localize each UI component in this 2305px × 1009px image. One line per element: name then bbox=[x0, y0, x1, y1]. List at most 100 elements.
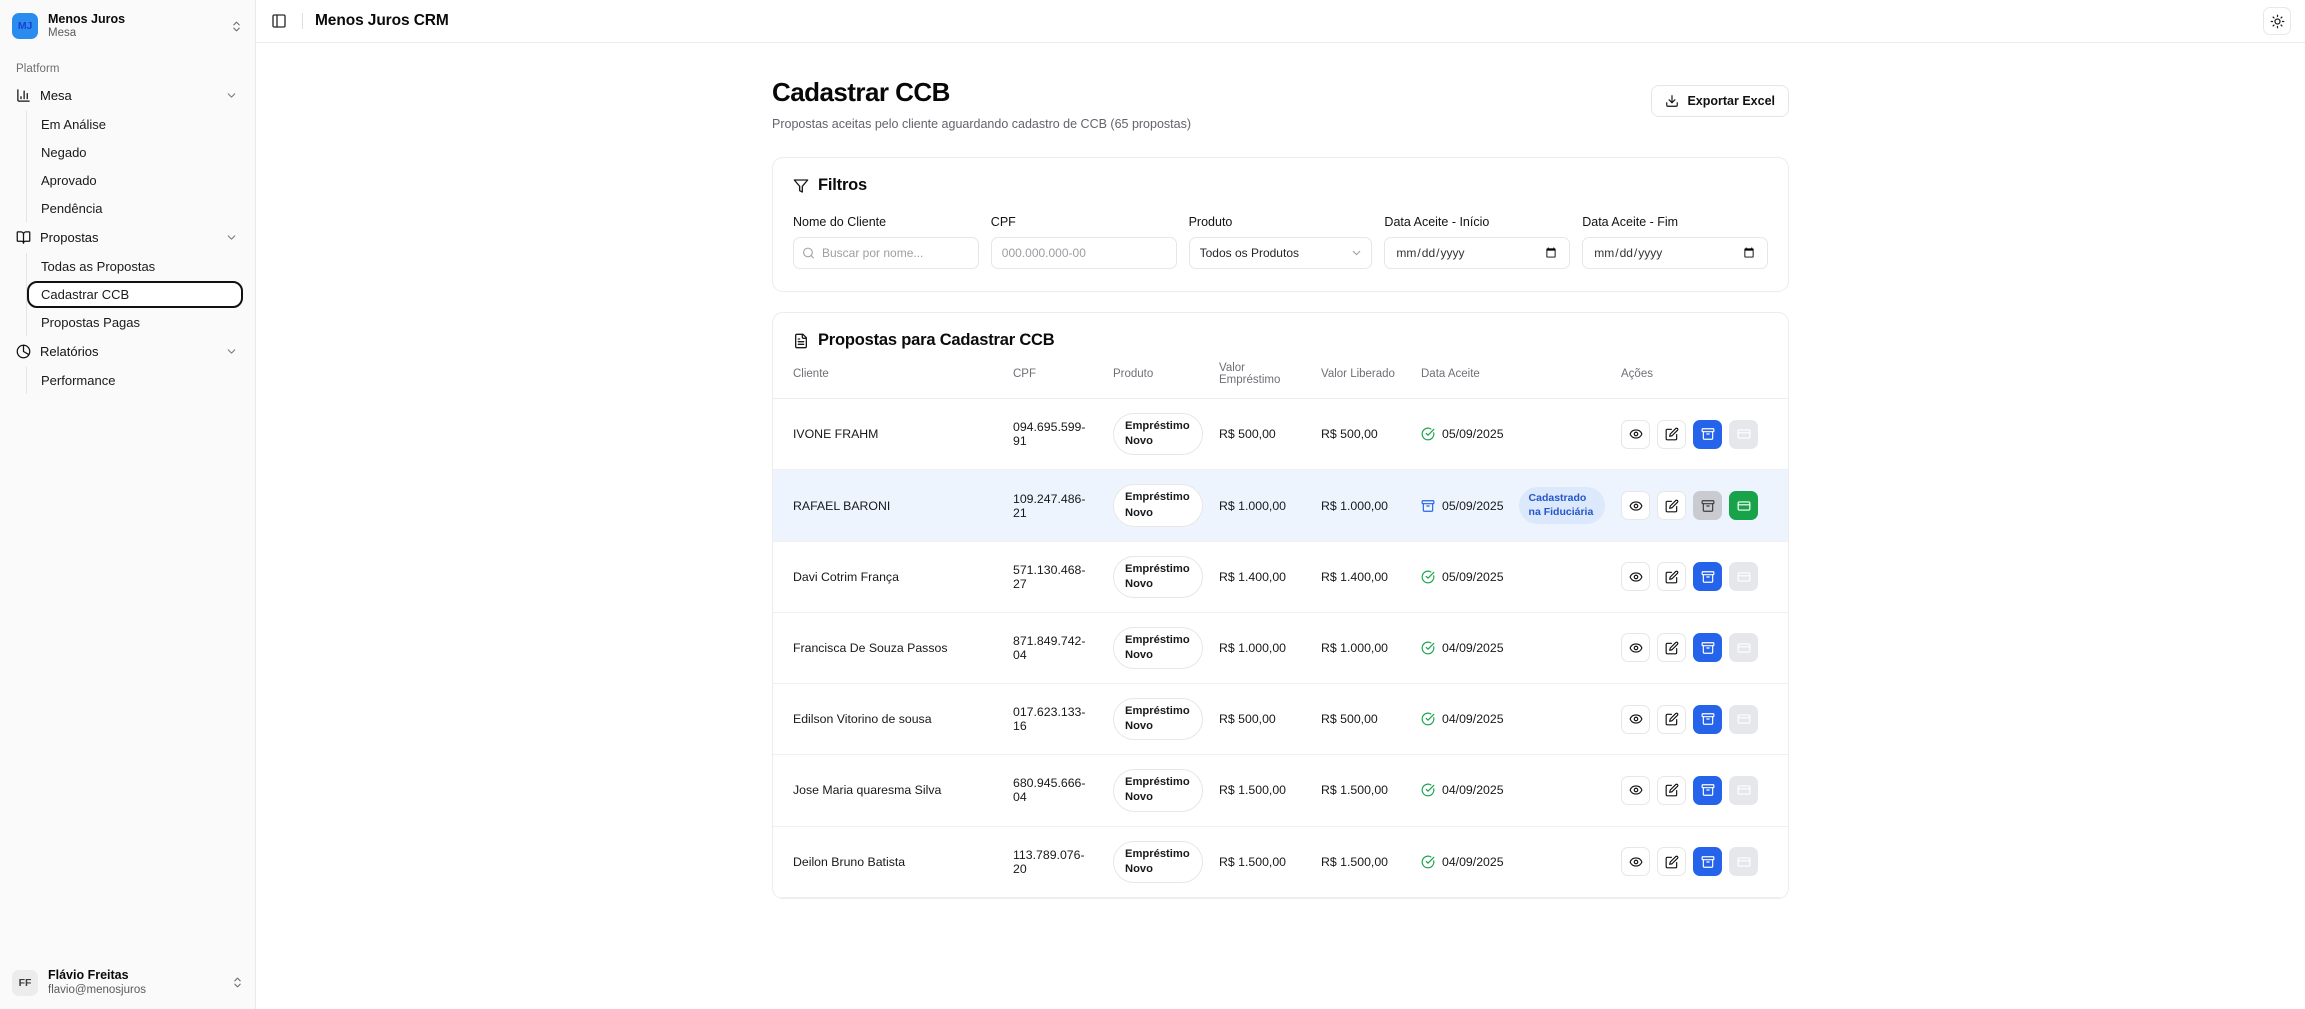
edit-action-button[interactable] bbox=[1657, 704, 1686, 734]
app-title: Menos Juros CRM bbox=[315, 12, 449, 29]
edit-action-button[interactable] bbox=[1657, 633, 1686, 663]
row-actions bbox=[1621, 562, 1770, 592]
eye-action-button[interactable] bbox=[1621, 633, 1650, 663]
eye-action-button[interactable] bbox=[1621, 491, 1650, 521]
filters-title: Filtros bbox=[818, 176, 868, 195]
cell-data-aceite: 04/09/2025 bbox=[1413, 612, 1613, 685]
table-row[interactable]: Deilon Bruno Batista 113.789.076-20 Emprés… bbox=[773, 826, 1788, 898]
org-text: Menos Juros Mesa bbox=[48, 12, 219, 41]
sidebar-group-mesa[interactable]: Mesa bbox=[10, 81, 245, 110]
sidebar-item-em-analise[interactable]: Em Análise bbox=[41, 116, 107, 132]
archive-action-button[interactable] bbox=[1693, 704, 1722, 734]
cell-acoes bbox=[1613, 469, 1788, 542]
cell-cliente: IVONE FRAHM bbox=[773, 398, 1005, 471]
sidebar-item-pendencia[interactable]: Pendência bbox=[41, 200, 103, 216]
export-excel-label: Exportar Excel bbox=[1687, 94, 1775, 108]
sidebar-item-performance[interactable]: Performance bbox=[41, 372, 116, 388]
chevron-up-down-icon bbox=[229, 20, 243, 33]
check-circle-icon bbox=[1421, 570, 1435, 584]
edit-icon bbox=[1665, 570, 1679, 584]
archive-action-button[interactable] bbox=[1693, 419, 1722, 449]
cpf-input[interactable] bbox=[990, 237, 1177, 270]
data-aceite-text: 05/09/2025 bbox=[1442, 498, 1504, 513]
table-row[interactable]: RAFAEL BARONI 109.247.486-21 Empréstimo No… bbox=[773, 469, 1788, 542]
eye-action-button[interactable] bbox=[1621, 562, 1650, 592]
check-circle-icon bbox=[1421, 427, 1435, 441]
data-aceite-fim-input[interactable] bbox=[1582, 237, 1769, 270]
sidebar-item-propostas-pagas[interactable]: Propostas Pagas bbox=[41, 314, 141, 330]
column-header-valor-emprestimo[interactable]: Valor Empréstimo bbox=[1211, 350, 1313, 400]
sidebar-item-cadastrar-ccb[interactable]: Cadastrar CCB bbox=[27, 280, 243, 308]
table-row[interactable]: Francisca De Souza Passos 871.849.742-04 E… bbox=[773, 612, 1788, 685]
archive-icon bbox=[1701, 712, 1715, 726]
edit-action-button[interactable] bbox=[1657, 419, 1686, 449]
export-excel-button[interactable]: Exportar Excel bbox=[1651, 85, 1789, 117]
sidebar-item-aprovado[interactable]: Aprovado bbox=[41, 172, 97, 188]
sun-icon[interactable] bbox=[2263, 7, 2291, 35]
cell-data-aceite: 05/09/2025 bbox=[1413, 541, 1613, 613]
filter-cpf: CPF bbox=[990, 215, 1177, 270]
check-circle-icon bbox=[1421, 783, 1435, 797]
eye-action-button[interactable] bbox=[1621, 775, 1650, 805]
user-menu[interactable]: FF Flávio Freitas flavio@menosjuros bbox=[0, 958, 256, 1009]
cell-valor-emprestimo: R$ 1.000,00 bbox=[1211, 612, 1313, 685]
produto-select[interactable]: Todos os Produtos bbox=[1188, 237, 1373, 270]
sidebar-nav: Platform Mesa Em Análise Negado Aprovado… bbox=[0, 51, 255, 1009]
eye-icon bbox=[1629, 783, 1643, 797]
cell-acoes bbox=[1613, 398, 1788, 471]
column-header-data-aceite[interactable]: Data Aceite bbox=[1413, 350, 1613, 400]
cell-acoes bbox=[1613, 826, 1788, 898]
avatar: FF bbox=[12, 969, 38, 996]
data-aceite-text: 04/09/2025 bbox=[1442, 640, 1504, 655]
filter-nome-cliente-label: Nome do Cliente bbox=[793, 215, 887, 230]
filter-nome-cliente: Nome do Cliente bbox=[793, 215, 979, 270]
archive-action-button[interactable] bbox=[1693, 847, 1722, 877]
cell-valor-emprestimo: R$ 500,00 bbox=[1211, 398, 1313, 471]
eye-action-button[interactable] bbox=[1621, 847, 1650, 877]
edit-action-button[interactable] bbox=[1657, 491, 1686, 521]
search-input[interactable] bbox=[793, 237, 979, 270]
panel-left-icon[interactable] bbox=[268, 10, 290, 32]
cell-produto: Empréstimo Novo bbox=[1105, 541, 1211, 613]
edit-action-button[interactable] bbox=[1657, 847, 1686, 877]
sidebar-item-negado[interactable]: Negado bbox=[41, 144, 87, 160]
download-icon bbox=[1665, 94, 1679, 108]
check-circle-icon bbox=[1421, 712, 1435, 726]
column-header-valor-liberado[interactable]: Valor Liberado bbox=[1313, 350, 1413, 400]
archive-action-button[interactable] bbox=[1693, 633, 1722, 663]
archive-action-button[interactable] bbox=[1693, 491, 1722, 521]
produto-badge: Empréstimo Novo bbox=[1113, 626, 1203, 670]
cell-cpf: 109.247.486-21 bbox=[1005, 469, 1105, 542]
eye-action-button[interactable] bbox=[1621, 704, 1650, 734]
table-header-row: Cliente CPF Produto Valor Empréstimo Val… bbox=[773, 350, 1788, 400]
edit-action-button[interactable] bbox=[1657, 562, 1686, 592]
edit-action-button[interactable] bbox=[1657, 775, 1686, 805]
sidebar-sublist-propostas: Todas as Propostas Cadastrar CCB Propost… bbox=[26, 252, 245, 336]
table-row[interactable]: IVONE FRAHM 094.695.599-91 Empréstimo Novo… bbox=[773, 398, 1788, 471]
credit-card-action-button[interactable] bbox=[1729, 491, 1758, 521]
cell-data-aceite: 05/09/2025 bbox=[1413, 398, 1613, 471]
column-header-cpf[interactable]: CPF bbox=[1005, 350, 1105, 400]
column-header-produto[interactable]: Produto bbox=[1105, 350, 1211, 400]
eye-action-button[interactable] bbox=[1621, 419, 1650, 449]
cell-cliente: Deilon Bruno Batista bbox=[773, 826, 1005, 898]
archive-action-button[interactable] bbox=[1693, 562, 1722, 592]
sidebar-group-propostas[interactable]: Propostas bbox=[10, 223, 245, 252]
data-aceite-inicio-input[interactable] bbox=[1384, 237, 1571, 270]
credit-card-icon bbox=[1737, 783, 1751, 797]
column-header-cliente[interactable]: Cliente bbox=[773, 350, 1005, 400]
table-row[interactable]: Jose Maria quaresma Silva 680.945.666-04 E… bbox=[773, 754, 1788, 827]
org-switcher[interactable]: MJ Menos Juros Mesa bbox=[0, 0, 255, 51]
eye-icon bbox=[1629, 427, 1643, 441]
data-aceite-text: 04/09/2025 bbox=[1442, 854, 1504, 869]
cell-cpf: 571.130.468-27 bbox=[1005, 541, 1105, 613]
table-header: Cliente CPF Produto Valor Empréstimo Val… bbox=[773, 350, 1788, 400]
sidebar-item-todas-as-propostas[interactable]: Todas as Propostas bbox=[41, 258, 156, 274]
produto-badge: Empréstimo Novo bbox=[1113, 698, 1203, 741]
archive-action-button[interactable] bbox=[1693, 775, 1722, 805]
table-row[interactable]: Davi Cotrim França 571.130.468-27 Emprésti… bbox=[773, 541, 1788, 613]
table-row[interactable]: Edilson Vitorino de sousa 017.623.133-16 E… bbox=[773, 683, 1788, 756]
sidebar-group-relatorios[interactable]: Relatórios bbox=[10, 337, 245, 366]
cell-cpf: 871.849.742-04 bbox=[1005, 612, 1105, 685]
page-content: Cadastrar CCB Propostas aceitas pelo cli… bbox=[256, 43, 2305, 1009]
